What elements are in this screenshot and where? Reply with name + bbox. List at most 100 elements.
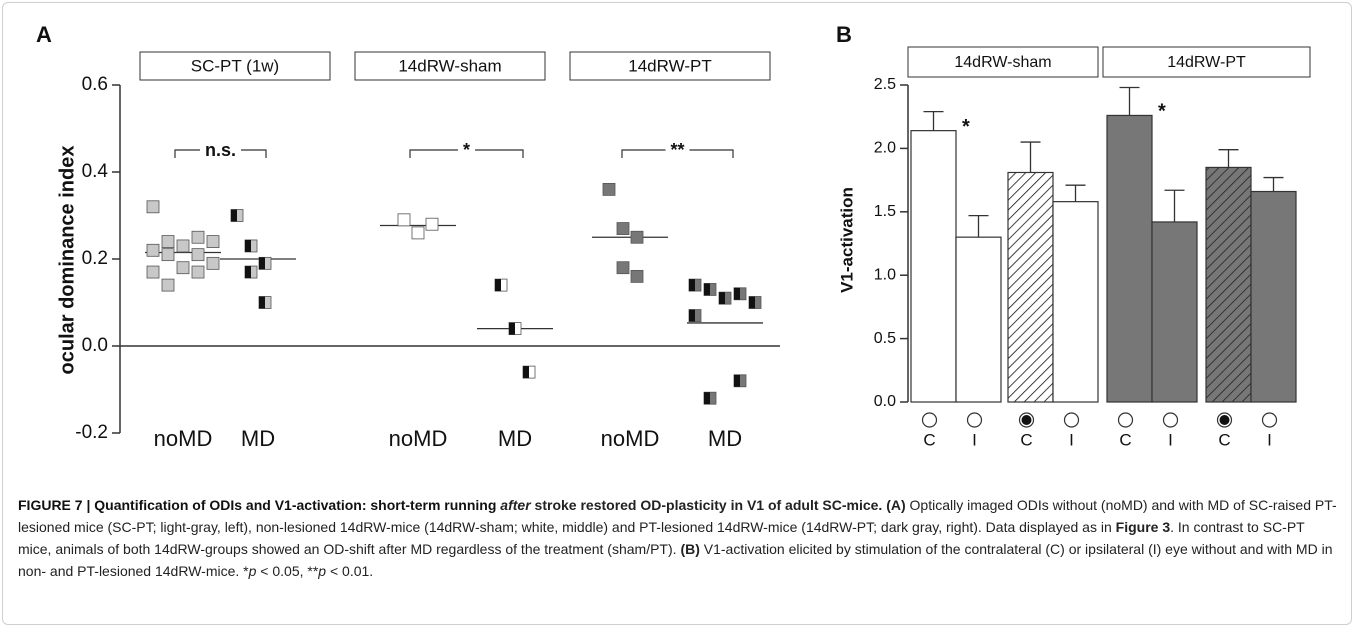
caption-text: stroke restored OD-plasticity in V1 of a… — [530, 497, 887, 513]
marker-fill — [191, 265, 205, 279]
significance-label: * — [1158, 101, 1166, 123]
data-point — [146, 243, 160, 257]
caption-text: (A) — [886, 497, 906, 513]
caption-text: . In contrast to SC-PT mice, animals of … — [18, 519, 1305, 557]
panel-letter: B — [836, 22, 852, 47]
marker-fill — [630, 230, 644, 244]
data-point — [733, 287, 747, 301]
y-axis-label: V1-activation — [837, 187, 856, 293]
data-point — [733, 374, 747, 388]
marker-fill — [411, 226, 425, 240]
y-tick-label: 0.6 — [82, 74, 108, 95]
marker-half — [689, 309, 695, 322]
figure: A B ocular dominance index V1-activation… — [36, 22, 1311, 451]
marker-fill — [176, 239, 190, 253]
marker-half — [509, 322, 515, 335]
marker-fill — [146, 200, 160, 214]
caption-text: < 0.01. — [326, 563, 374, 579]
marker-fill — [191, 248, 205, 262]
y-tick-label: -0.2 — [75, 422, 108, 443]
group-label: 14dRW-sham — [954, 54, 1051, 71]
data-point — [161, 248, 175, 262]
eye-deprived — [1219, 415, 1230, 425]
significance-label: n.s. — [205, 140, 236, 160]
eye-icon — [966, 412, 983, 428]
data-point — [616, 261, 630, 275]
x-tick-label: C — [1020, 430, 1032, 449]
x-tick-label: MD — [498, 426, 532, 451]
data-point — [258, 256, 272, 270]
y-tick-label: 0.2 — [82, 248, 108, 269]
data-point — [718, 291, 732, 305]
data-point — [176, 239, 190, 253]
marker-half — [245, 266, 251, 279]
marker-fill — [397, 213, 411, 227]
bar — [1106, 114, 1153, 403]
x-tick-label: C — [1218, 430, 1230, 449]
marker-half — [734, 287, 740, 300]
y-tick-label: 1.0 — [874, 266, 896, 283]
marker-fill — [602, 182, 616, 196]
data-point — [688, 309, 702, 322]
caption-text: < 0.05, ** — [256, 563, 319, 579]
x-tick-label: I — [1267, 430, 1272, 449]
caption-text: (B) — [680, 541, 700, 557]
bar — [1205, 166, 1252, 403]
marker-fill — [146, 265, 160, 279]
group-box — [354, 51, 546, 81]
significance-label: * — [463, 140, 470, 160]
data-point — [191, 230, 205, 244]
caption-text: V1-activation elicited by stimulation of… — [18, 541, 1333, 579]
eye-icon — [1162, 412, 1179, 428]
x-tick-label: I — [972, 430, 977, 449]
x-tick-label: noMD — [601, 426, 660, 451]
marker-fill — [206, 235, 220, 249]
significance-label: ** — [670, 140, 684, 160]
y-tick-label: 0.4 — [82, 161, 109, 182]
y-tick-label: 0.5 — [874, 330, 896, 347]
eye-icon — [1063, 412, 1080, 428]
caption-text: FIGURE 7 | Quantification of ODIs and V1… — [18, 497, 501, 513]
panel-letter: A — [36, 22, 52, 47]
bar — [1052, 201, 1099, 403]
marker-fill — [176, 261, 190, 275]
x-tick-label: noMD — [389, 426, 448, 451]
marker-half — [749, 296, 755, 309]
marker-half — [523, 366, 529, 379]
data-point — [630, 269, 644, 283]
group-box — [569, 51, 771, 81]
x-tick-label: C — [1119, 430, 1131, 449]
caption-text: after — [500, 497, 531, 513]
x-tick-label: MD — [708, 426, 742, 451]
caption-text: p — [318, 563, 327, 579]
significance-gap — [665, 147, 690, 153]
data-point — [494, 278, 508, 292]
data-point — [206, 256, 220, 270]
y-tick-label: 1.5 — [874, 203, 896, 220]
eye-icon — [921, 412, 938, 428]
data-point — [244, 265, 258, 279]
marker-fill — [616, 222, 630, 235]
x-tick-label: noMD — [154, 426, 213, 451]
x-tick-label: MD — [241, 426, 275, 451]
data-point — [508, 322, 522, 336]
data-point — [688, 278, 702, 292]
marker-fill — [630, 269, 644, 283]
data-point — [258, 296, 272, 309]
data-point — [176, 261, 190, 275]
y-tick-label: 0.0 — [874, 393, 896, 410]
group-label: 14dRW-PT — [628, 56, 711, 75]
bar — [1007, 171, 1054, 403]
marker-fill — [161, 235, 175, 249]
significance-gap — [457, 147, 476, 153]
data-point — [616, 222, 630, 235]
marker-fill — [161, 248, 175, 262]
marker-half — [259, 257, 265, 270]
data-point — [630, 230, 644, 244]
marker-fill — [191, 230, 205, 244]
data-point — [191, 248, 205, 262]
marker-half — [734, 374, 740, 387]
data-point — [602, 182, 616, 196]
marker-half — [689, 279, 695, 292]
